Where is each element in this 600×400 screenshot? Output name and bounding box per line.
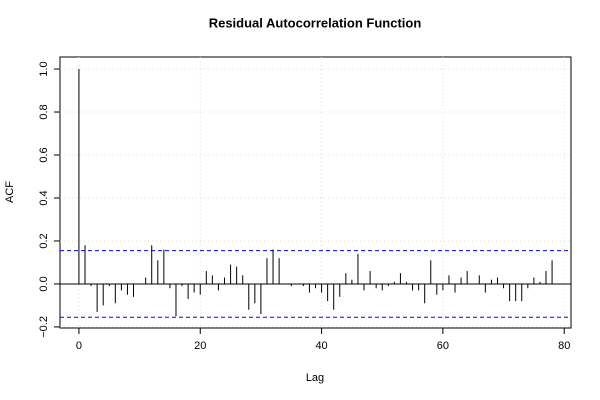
chart-title: Residual Autocorrelation Function bbox=[209, 15, 422, 30]
x-tick-label: 80 bbox=[558, 340, 570, 352]
x-axis-label: Lag bbox=[306, 372, 324, 384]
y-tick-label: 0.8 bbox=[38, 104, 50, 119]
x-tick-label: 0 bbox=[76, 340, 82, 352]
y-tick-label: 0.0 bbox=[38, 276, 50, 291]
y-tick-label: 0.2 bbox=[38, 233, 50, 248]
x-tick-label: 20 bbox=[194, 340, 206, 352]
y-tick-label: 0.4 bbox=[38, 190, 50, 205]
x-tick-label: 40 bbox=[315, 340, 327, 352]
plot-frame bbox=[59, 56, 572, 329]
y-tick-label: 1.0 bbox=[38, 61, 50, 76]
x-tick-label: 60 bbox=[437, 340, 449, 352]
y-axis-label: ACF bbox=[4, 181, 16, 203]
y-tick-label: −0.2 bbox=[38, 316, 50, 338]
y-tick-label: 0.6 bbox=[38, 147, 50, 162]
